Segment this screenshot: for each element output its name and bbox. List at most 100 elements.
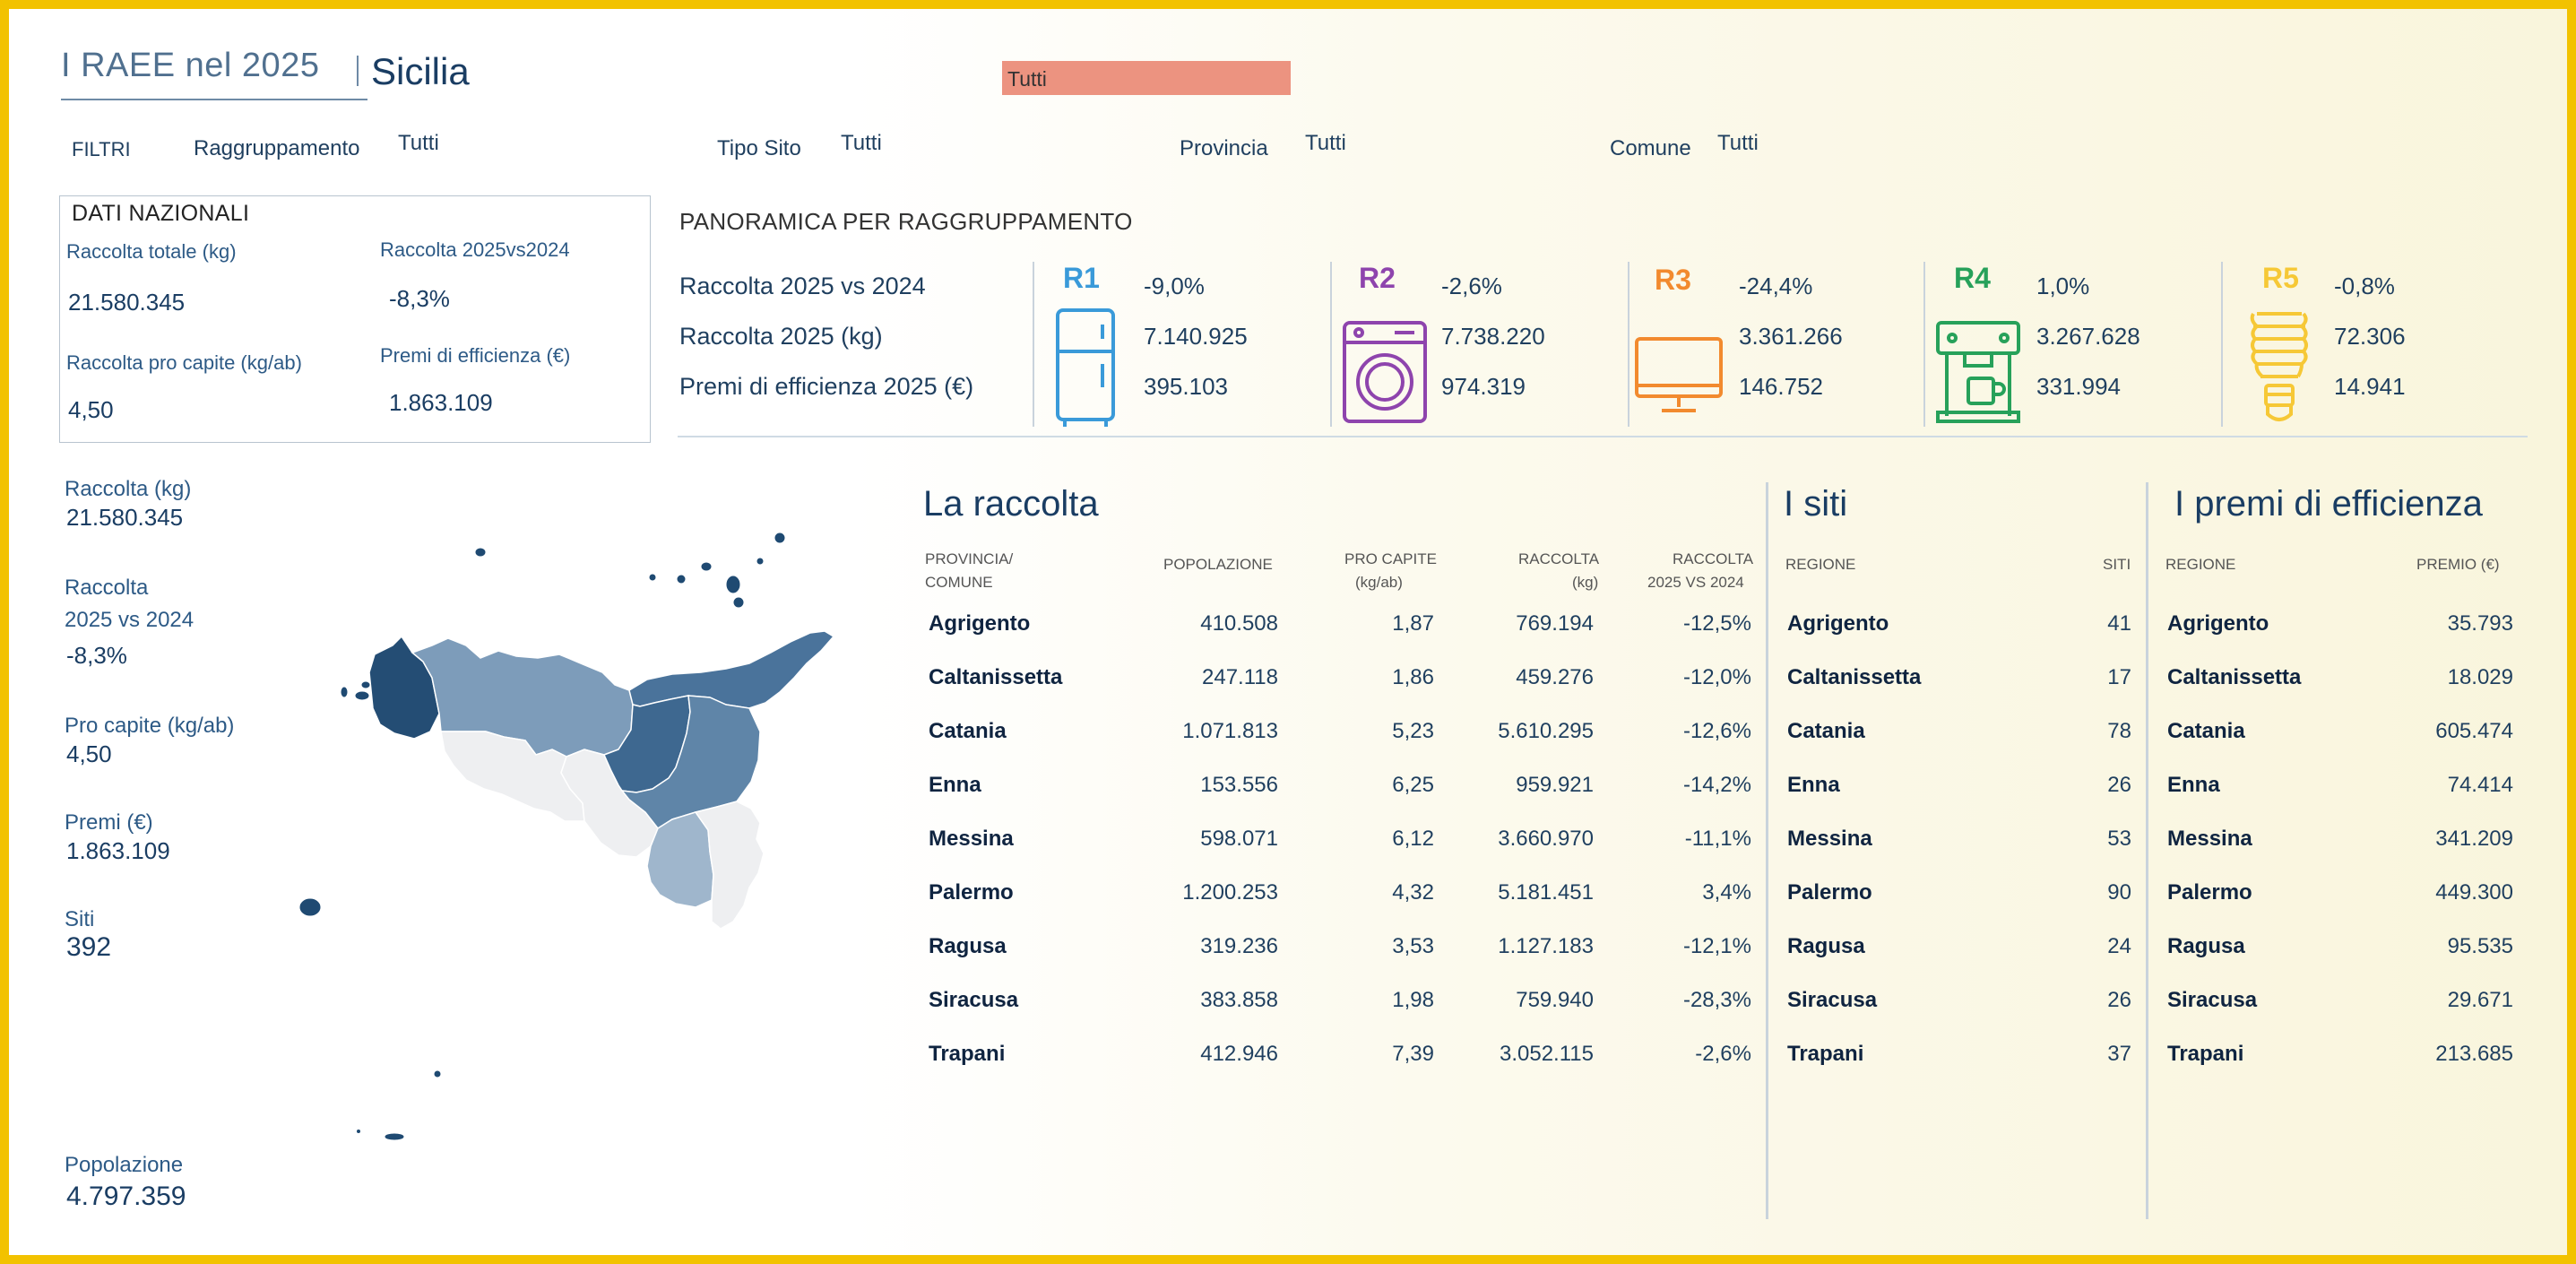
filter-comune[interactable]: Tutti (1717, 131, 1759, 155)
map-island-marettimo (341, 687, 348, 697)
app-title: I RAEE nel 2025 (61, 47, 320, 84)
group-code-r3: R3 (1655, 264, 1691, 296)
map-island-lampedusa (385, 1133, 404, 1140)
table-cell-siti: 41 (2107, 611, 2131, 636)
table-cell-raccolta: 5.181.451 (1498, 880, 1594, 905)
title-underline (61, 99, 367, 100)
table-row-name: Enna (929, 773, 981, 797)
map-island-ustica (475, 548, 486, 557)
pan-row-label-vs: Raccolta 2025 vs 2024 (679, 273, 926, 299)
table-cell-pro-capite: 6,12 (1392, 827, 1434, 851)
r4-vs-value: 1,0% (2036, 273, 2090, 299)
table-row-name: Siracusa (2167, 988, 2258, 1012)
th-provincia-1: PROVINCIA/ (925, 550, 1014, 567)
siti-title: I siti (1784, 484, 1848, 524)
table-row-name: Ragusa (929, 934, 1007, 958)
table-cell-vs: -11,1% (1684, 827, 1751, 851)
map-island-lipari (726, 576, 740, 593)
table-cell-pro-capite: 3,53 (1392, 934, 1434, 958)
th-siti: SITI (2103, 556, 2131, 573)
sicily-map[interactable] (296, 520, 851, 1156)
group-code-r4: R4 (1954, 262, 1991, 294)
map-island-vulcano (733, 597, 744, 608)
th-premi-regione: REGIONE (2165, 556, 2236, 573)
table-row-name: Palermo (2167, 880, 2252, 905)
map-island-alicudi (649, 574, 656, 581)
filter-label-raggruppamento: Raggruppamento (194, 136, 360, 160)
table-row-name: Ragusa (2167, 934, 2245, 958)
raccolta-title: La raccolta (923, 484, 1099, 524)
r2-vs-value: -2,6% (1441, 273, 1502, 299)
table-cell-raccolta: 1.127.183 (1498, 934, 1594, 958)
filters-title: FILTRI (72, 138, 131, 160)
r3-vs-value: -24,4% (1739, 273, 1813, 299)
ls-premi-value: 1.863.109 (66, 837, 170, 864)
table-cell-siti: 26 (2107, 773, 2131, 797)
th-raccolta-2: (kg) (1572, 574, 1599, 591)
map-island-stromboli (774, 532, 785, 543)
r3-premi-value: 146.752 (1739, 373, 1823, 400)
dn-premi-value: 1.863.109 (389, 389, 493, 416)
table-row-name: Enna (1787, 773, 1840, 797)
panoramica-title: PANORAMICA PER RAGGRUPPAMENTO (679, 208, 1133, 235)
r2-premi-value: 974.319 (1441, 373, 1526, 400)
dashboard-frame: I RAEE nel 2025 Sicilia Tutti FILTRI Rag… (9, 9, 2567, 1255)
table-cell-raccolta: 759.940 (1516, 988, 1594, 1012)
table-row-name: Agrigento (929, 611, 1031, 636)
map-island-panarea (756, 558, 764, 565)
table-cell-vs: -14,2% (1682, 773, 1751, 797)
table-row-name: Catania (1787, 719, 1865, 743)
map-province-siracusa (694, 801, 765, 930)
table-cell-pro-capite: 1,98 (1392, 988, 1434, 1012)
r4-premi-value: 331.994 (2036, 373, 2121, 400)
table-cell-popolazione: 1.071.813 (1182, 719, 1278, 743)
ls-premi-label: Premi (€) (65, 810, 153, 835)
washing-machine-icon (1343, 321, 1427, 423)
ls-raccolta-vs-label-2: 2025 vs 2024 (65, 608, 194, 632)
table-cell-siti: 78 (2107, 719, 2131, 743)
table-cell-raccolta: 3.052.115 (1500, 1042, 1594, 1066)
th-vs-1: RACCOLTA (1673, 550, 1754, 567)
ls-raccolta-label: Raccolta (kg) (65, 477, 192, 501)
column-separator (2146, 482, 2148, 1219)
top-filter-dropdown[interactable]: Tutti (1002, 61, 1291, 95)
pan-separator (1033, 262, 1034, 427)
table-row-name: Agrigento (1787, 611, 1889, 636)
map-province-messina (628, 630, 835, 709)
table-cell-pro-capite: 6,25 (1392, 773, 1434, 797)
filter-tipo-sito[interactable]: Tutti (841, 131, 882, 155)
table-cell-vs: -12,5% (1682, 611, 1751, 636)
table-cell-raccolta: 459.276 (1516, 665, 1594, 689)
table-cell-raccolta: 3.660.970 (1498, 827, 1594, 851)
column-separator (1766, 482, 1768, 1219)
table-cell-raccolta: 959.921 (1516, 773, 1594, 797)
ls-popolazione-label: Popolazione (65, 1153, 184, 1177)
map-island-salina (701, 562, 712, 571)
filter-raggruppamento[interactable]: Tutti (398, 131, 439, 155)
table-cell-vs: -2,6% (1695, 1042, 1751, 1066)
map-province-trapani (368, 635, 440, 740)
table-row-name: Palermo (929, 880, 1014, 905)
filter-provincia[interactable]: Tutti (1305, 131, 1346, 155)
table-cell-siti: 90 (2107, 880, 2131, 905)
pan-row-label-premi: Premi di efficienza 2025 (€) (679, 373, 974, 400)
coffee-machine-icon (1936, 321, 2020, 423)
table-cell-raccolta: 5.610.295 (1498, 719, 1594, 743)
dn-raccolta-vs-label: Raccolta 2025vs2024 (380, 238, 570, 261)
monitor-icon (1635, 337, 1723, 412)
ls-popolazione-value: 4.797.359 (66, 1182, 186, 1211)
dati-nazionali-title: DATI NAZIONALI (72, 201, 250, 226)
th-provincia-2: COMUNE (925, 574, 993, 591)
fridge-icon (1056, 308, 1115, 427)
pan-separator (1923, 262, 1925, 427)
table-row-name: Ragusa (1787, 934, 1865, 958)
table-cell-pro-capite: 7,39 (1392, 1042, 1434, 1066)
table-cell-vs: -12,0% (1682, 665, 1751, 689)
table-row-name: Messina (1787, 827, 1872, 851)
table-cell-siti: 17 (2107, 665, 2131, 689)
table-cell-premio: 29.671 (2447, 988, 2513, 1012)
table-cell-premio: 449.300 (2435, 880, 2513, 905)
th-vs-2: 2025 VS 2024 (1647, 574, 1744, 591)
table-row-name: Siracusa (929, 988, 1019, 1012)
table-row-name: Catania (2167, 719, 2245, 743)
